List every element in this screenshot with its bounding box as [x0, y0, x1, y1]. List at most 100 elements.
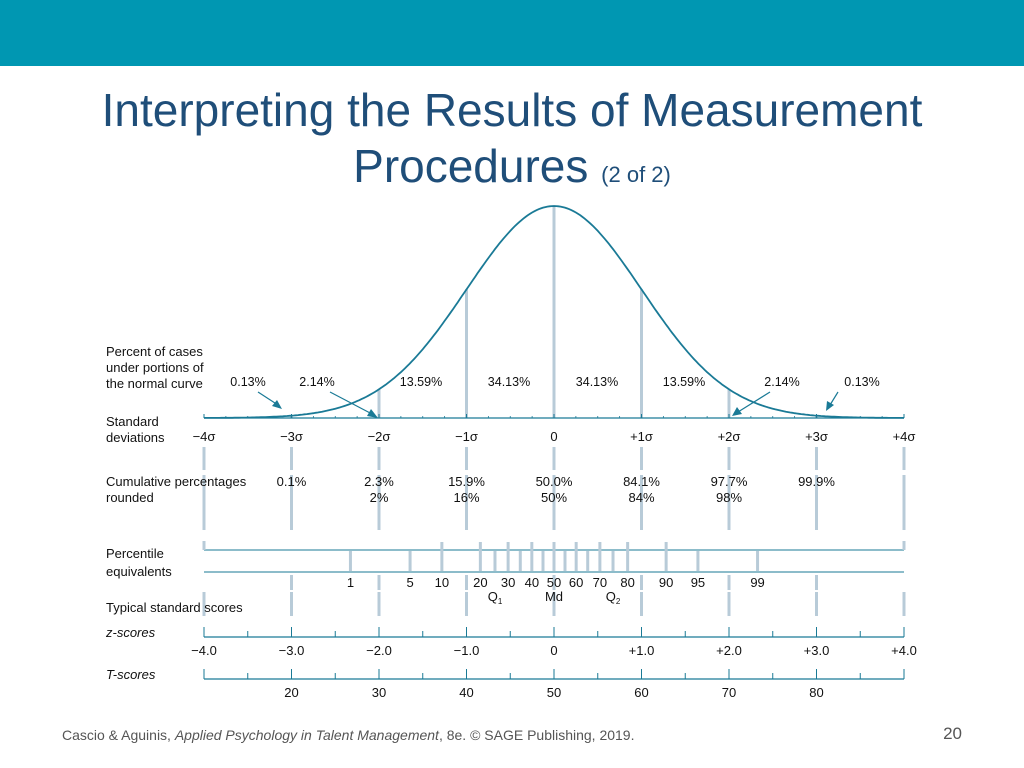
tail-arrow-line: [829, 391, 839, 406]
percentile-label: 70: [593, 575, 607, 590]
tail-arrow-head: [732, 407, 742, 416]
sd-label: −2σ: [368, 429, 391, 444]
row-label-percent-cases: Percent of cases under portions of the n…: [106, 344, 204, 391]
percentile-label: 60: [569, 575, 583, 590]
percentile-label: 1: [347, 575, 354, 590]
sd-label: +2σ: [718, 429, 741, 444]
sd-label: −1σ: [455, 429, 478, 444]
row-label-t-scores: T-scores: [106, 667, 156, 682]
t-score-label: 40: [459, 685, 473, 700]
page-number: 20: [943, 724, 962, 743]
tail-arrow-head: [826, 401, 834, 411]
quartile-label: Q2: [606, 589, 621, 606]
title-subtitle: (2 of 2): [601, 162, 671, 187]
cumulative-rounded-label: 84%: [628, 490, 654, 505]
z-score-label: +2.0: [716, 643, 742, 658]
area-percent-label: 2.14%: [764, 375, 799, 389]
sd-label: +3σ: [805, 429, 828, 444]
cumulative-pct-label: 50.0%: [536, 474, 573, 489]
row-label-cumulative: Cumulative percentages rounded: [106, 474, 247, 505]
row-label-cumulative-2: rounded: [106, 490, 154, 505]
t-score-label: 60: [634, 685, 648, 700]
percentile-label: 50: [547, 575, 561, 590]
row-label-percentile-1: Percentile: [106, 546, 164, 561]
slide-title: Interpreting the Results of Measurement …: [0, 82, 1024, 203]
z-score-label: +4.0: [891, 643, 917, 658]
quartile-label: Md: [545, 589, 563, 604]
t-score-label: 20: [284, 685, 298, 700]
sd-label: −3σ: [280, 429, 303, 444]
percentile-label: 5: [406, 575, 413, 590]
percentile-label: 95: [691, 575, 705, 590]
row-label-percent-cases-1: Percent of cases: [106, 344, 203, 359]
sd-label: 0: [550, 429, 557, 444]
title-line-1: Interpreting the Results of Measurement: [101, 84, 923, 136]
z-score-label: −2.0: [366, 643, 392, 658]
row-label-sd-1: Standard: [106, 414, 159, 429]
percentile-label: 90: [659, 575, 673, 590]
cumulative-pct-label: 99.9%: [798, 474, 835, 489]
cumulative-rounded-label: 16%: [453, 490, 479, 505]
footer-prefix: Cascio & Aguinis,: [62, 727, 175, 743]
percentile-label: 80: [620, 575, 634, 590]
sd-label: +1σ: [630, 429, 653, 444]
footer-citation: Cascio & Aguinis, Applied Psychology in …: [62, 727, 634, 743]
area-percent-label: 0.13%: [844, 375, 879, 389]
tail-arrow-head: [272, 400, 282, 409]
row-label-percentile: Percentile equivalents: [106, 546, 172, 579]
quartile-label: Q1: [488, 589, 503, 606]
axes-group: −4σ −3σ −2σ −1σ 0 +1σ +2σ +3σ +4σ 0.1% 2.3%2% 15.9%…: [191, 429, 917, 700]
row-label-typical-scores: Typical standard scores: [106, 600, 243, 615]
row-label-percent-cases-3: the normal curve: [106, 376, 203, 391]
row-label-standard-deviations: Standard deviations: [106, 414, 165, 445]
area-percent-label: 13.59%: [663, 375, 705, 389]
percentile-label: 40: [525, 575, 539, 590]
area-percent-label: 13.59%: [400, 375, 442, 389]
t-score-label: 50: [547, 685, 561, 700]
quartile-subscript: 1: [498, 597, 503, 606]
percentile-label: 10: [435, 575, 449, 590]
area-percent-label: 34.13%: [488, 375, 530, 389]
cumulative-rounded-label: 50%: [541, 490, 567, 505]
cumulative-rounded-label: 98%: [716, 490, 742, 505]
row-label-percentile-2: equivalents: [106, 564, 172, 579]
t-score-label: 30: [372, 685, 386, 700]
row-label-z-scores: z-scores: [105, 625, 156, 640]
z-score-label: −3.0: [279, 643, 305, 658]
footer-book-title: Applied Psychology in Talent Management: [174, 727, 439, 743]
area-percent-label: 34.13%: [576, 375, 618, 389]
tail-arrow-line: [329, 391, 373, 415]
z-score-label: +1.0: [629, 643, 655, 658]
z-score-label: 0: [550, 643, 557, 658]
title-line-2: Procedures (2 of 2): [0, 138, 1024, 203]
tail-arrow-head: [367, 409, 378, 418]
quartile-subscript: 2: [616, 597, 621, 606]
z-score-label: +3.0: [804, 643, 830, 658]
normal-curve-line: [204, 205, 904, 419]
z-score-label: −4.0: [191, 643, 217, 658]
percentile-label: 99: [750, 575, 764, 590]
cumulative-pct-label: 84.1%: [623, 474, 660, 489]
percentile-label: 20: [473, 575, 487, 590]
cumulative-pct-label: 2.3%: [364, 474, 394, 489]
footer-suffix: , 8e. © SAGE Publishing, 2019.: [438, 727, 635, 743]
tail-arrow-line: [737, 391, 771, 413]
cumulative-pct-label: 97.7%: [711, 474, 748, 489]
row-label-percent-cases-2: under portions of: [106, 360, 204, 375]
cumulative-rounded-label: 2%: [370, 490, 389, 505]
t-score-label: 70: [722, 685, 736, 700]
sd-label: +4σ: [893, 429, 916, 444]
top-accent-bar: [0, 0, 1024, 66]
cumulative-pct-label: 15.9%: [448, 474, 485, 489]
t-score-label: 80: [809, 685, 823, 700]
area-percent-label: 2.14%: [299, 375, 334, 389]
percentile-label: 30: [501, 575, 515, 590]
row-label-sd-2: deviations: [106, 430, 165, 445]
cumulative-pct-label: 0.1%: [277, 474, 307, 489]
curve-group: 0.13% 2.14% 13.59% 34.13% 34.13% 13.59% 2.14% 0…: [203, 205, 905, 419]
area-percent-label: 0.13%: [230, 375, 265, 389]
z-score-label: −1.0: [454, 643, 480, 658]
title-line-2-main: Procedures: [353, 140, 589, 192]
row-label-cumulative-1: Cumulative percentages: [106, 474, 247, 489]
